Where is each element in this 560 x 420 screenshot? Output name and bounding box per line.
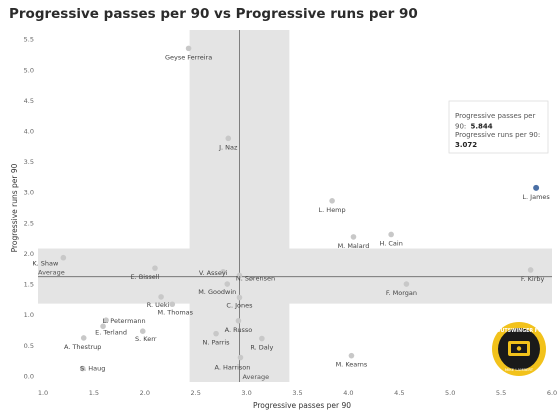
x-tick-label: 2.0 — [140, 389, 150, 397]
y-tick-label: 5.0 — [24, 66, 34, 74]
point-label: M. Malard — [338, 242, 370, 250]
tooltip-pass-value: 5.844 — [471, 123, 493, 131]
data-point[interactable] — [403, 281, 410, 287]
point-label: S. Haug — [80, 365, 105, 373]
data-point[interactable] — [103, 317, 109, 323]
data-point[interactable] — [533, 184, 540, 191]
y-tick-label: 5.5 — [24, 36, 34, 44]
data-point[interactable] — [236, 272, 243, 279]
point-label: R. Ueki — [147, 301, 170, 309]
data-point[interactable] — [79, 365, 86, 372]
point-label: N. Parris — [203, 339, 231, 347]
x-tick-label: 3.0 — [241, 389, 251, 397]
tooltip-line-3: Progressive runs per 90: — [455, 131, 540, 139]
chart-title: Progressive passes per 90 vs Progressive… — [9, 6, 418, 22]
data-point[interactable] — [225, 135, 232, 142]
point-label: E. Terland — [95, 328, 127, 336]
x-tick-label: 6.0 — [547, 389, 557, 397]
point-label: L. Hemp — [319, 206, 346, 214]
y-tick-label: 4.0 — [24, 128, 34, 136]
x-average-label: Average — [242, 373, 269, 381]
point-label: F. Kirby — [521, 275, 545, 283]
y-tick-label: 4.5 — [24, 97, 34, 105]
logo-text-top: OUTSWINGER FC — [496, 328, 542, 334]
point-label: A. Russo — [225, 326, 253, 334]
point-label: J. Naz — [218, 143, 238, 151]
y-average-label: Average — [38, 269, 65, 277]
point-label: H. Cain — [379, 239, 402, 247]
point-label: A. Thestrup — [64, 343, 101, 351]
data-point[interactable] — [237, 354, 244, 361]
data-point[interactable] — [80, 335, 87, 341]
data-point[interactable] — [158, 294, 164, 300]
x-axis-title: Progressive passes per 90 — [253, 401, 351, 410]
point-label: E. Bissell — [131, 273, 160, 281]
svg-text:90: 5.844: 90: 5.844 — [455, 123, 493, 131]
x-tick-label: 3.5 — [292, 389, 302, 397]
tooltip-runs-value: 3.072 — [455, 141, 477, 149]
point-label: R. Daly — [250, 344, 273, 352]
point-label: M. Kearns — [336, 361, 368, 369]
data-point[interactable] — [224, 281, 231, 287]
point-label: S. Kerr — [135, 335, 157, 343]
data-point[interactable] — [152, 265, 158, 271]
data-point[interactable] — [236, 294, 243, 301]
y-tick-label: 2.0 — [24, 250, 34, 258]
point-label: N. Sørensen — [236, 274, 275, 282]
y-tick-label: 0.5 — [24, 342, 34, 350]
data-point[interactable] — [350, 234, 357, 240]
y-axis-title: Progressive runs per 90 — [10, 163, 19, 252]
point-label: C. Jones — [226, 302, 253, 310]
data-point[interactable] — [213, 330, 219, 337]
data-point[interactable] — [185, 45, 192, 52]
x-tick-label: 4.0 — [343, 389, 353, 397]
y-tick-label: 1.5 — [24, 281, 34, 289]
data-point[interactable] — [259, 335, 265, 342]
point-label: L. Petermann — [103, 317, 146, 325]
x-tick-label: 1.5 — [89, 389, 99, 397]
y-tick-label: 3.5 — [24, 158, 34, 166]
y-tick-label: 3.0 — [24, 189, 34, 197]
point-label: V. Asseyi — [199, 269, 228, 277]
tooltip-line-1: Progressive passes per — [455, 112, 535, 120]
y-tick-label: 0.0 — [24, 372, 34, 380]
data-point[interactable] — [388, 231, 394, 238]
point-label: L. James — [522, 193, 550, 201]
tooltip: Progressive passes per 90: 5.844 Progres… — [448, 100, 549, 154]
data-point[interactable] — [220, 269, 226, 275]
point-label: M. Thomas — [158, 308, 194, 316]
data-point[interactable] — [100, 323, 106, 330]
data-point[interactable] — [348, 352, 355, 359]
data-point[interactable] — [527, 267, 534, 273]
point-label: M. Goodwin — [198, 288, 236, 296]
y-average-band — [38, 248, 552, 304]
outswinger-logo: OUTSWINGER FC MIKE LAMBERT — [492, 322, 546, 376]
x-tick-label: 1.0 — [38, 389, 48, 397]
y-tick-label: 1.0 — [24, 311, 34, 319]
data-point[interactable] — [169, 301, 176, 308]
point-label: A. Harrison — [215, 364, 251, 372]
data-point[interactable] — [139, 328, 146, 334]
x-tick-label: 2.5 — [191, 389, 201, 397]
x-tick-label: 5.0 — [445, 389, 455, 397]
data-point[interactable] — [60, 254, 67, 261]
point-label: K. Shaw — [32, 260, 59, 268]
point-label: Geyse Ferreira — [165, 53, 212, 61]
x-tick-label: 5.5 — [496, 389, 506, 397]
point-label: F. Morgan — [386, 289, 417, 297]
logo-text-bottom: MIKE LAMBERT — [505, 367, 534, 372]
tooltip-line-2-prefix: 90: — [455, 123, 466, 131]
data-point[interactable] — [329, 197, 335, 204]
x-tick-label: 4.5 — [394, 389, 404, 397]
y-tick-label: 2.5 — [24, 219, 34, 227]
data-point[interactable] — [235, 317, 242, 324]
